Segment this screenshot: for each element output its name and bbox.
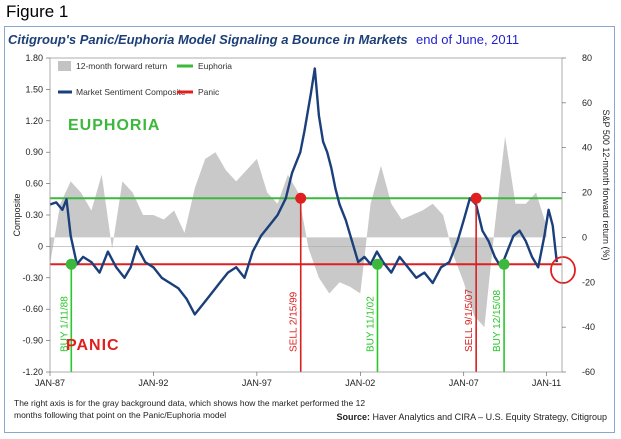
source-label: Source: [336,412,371,422]
legend-label-panic: Panic [198,87,220,97]
legend-label-sentiment: Market Sentiment Composite [76,87,186,97]
title-annotation: end of June, 2011 [416,32,520,47]
left-axis-title: Composite [12,193,22,236]
left-tick-label: 0 [38,241,43,251]
sentiment-line-layer [49,67,558,316]
signal-marker-buy [498,258,510,270]
legend-swatch-forward-return [58,61,71,71]
source-line: Source: Haver Analytics and CIRA – U.S. … [337,412,607,422]
euphoria-zone-label: EUPHORIA [68,117,160,134]
x-tick-label: JAN-87 [35,378,65,388]
signal-marker-buy [371,258,383,270]
chart-title-bar: Citigroup's Panic/Euphoria Model Signali… [6,30,612,50]
left-tick-label: 0.30 [25,210,43,220]
right-tick-label: 20 [582,188,592,198]
footnote: The right axis is for the gray backgroun… [14,398,366,420]
left-tick-label: -0.30 [22,273,43,283]
left-tick-label: 1.20 [25,116,43,126]
x-tick-label: JAN-92 [138,378,168,388]
chart-title: Citigroup's Panic/Euphoria Model Signali… [8,32,408,47]
signal-marker-buy [65,258,77,270]
chart-frame [4,26,615,433]
right-tick-label: 80 [582,53,592,63]
x-tick-label: JAN-07 [449,378,479,388]
signal-markers-layer: BUY 1/11/88 SELL 2/15/99 BUY 11/1/02 SELL 9… [59,192,576,372]
forward-return-area-layer [50,136,547,328]
left-tick-label: 0.60 [25,179,43,189]
signal-marker-sell [295,192,307,204]
x-tick-label: JAN-02 [345,378,375,388]
left-tick-label: 1.50 [25,84,43,94]
left-tick-label: 0.90 [25,147,43,157]
right-tick-label: -60 [582,367,595,377]
left-tick-label: -1.20 [22,367,43,377]
current-reading-highlight [550,256,576,284]
signal-label-buy: BUY 1/11/88 [59,296,70,352]
left-tick-label: 1.80 [25,53,43,63]
left-tick-label: -0.60 [22,304,43,314]
source-text: Haver Analytics and CIRA – U.S. Equity S… [372,412,607,422]
right-tick-label: 0 [582,232,587,242]
right-tick-label: 40 [582,143,592,153]
sentiment-line [49,67,558,316]
x-tick-label: JAN-11 [532,378,561,388]
figure-label: Figure 1 [6,2,69,21]
right-tick-label: 60 [582,98,592,108]
legend-label-forward-return: 12-month forward return [76,61,167,71]
axes-layer: 1.80 1.50 1.20 0.90 0.60 0.30 0 -0.30 -0.60 -0.90… [12,53,611,388]
right-tick-label: -40 [582,322,595,332]
legend-layer: 12-month forward return Market Sentiment … [58,61,232,97]
legend-label-euphoria: Euphoria [198,61,232,71]
left-tick-label: -0.90 [22,336,43,346]
right-axis-title: S&P 500 12-month forward return (%) [601,110,611,261]
forward-return-area [50,136,547,328]
signal-label-buy: BUY 12/15/08 [492,289,503,352]
signal-label-buy: BUY 11/1/02 [365,296,376,352]
signal-label-sell: SELL 9/1/5/07 [464,289,475,352]
panic-zone-label: PANIC [66,337,120,354]
signal-label-sell: SELL 2/15/99 [289,291,300,352]
x-tick-label: JAN-97 [242,378,272,388]
right-tick-label: -20 [582,277,595,287]
signal-marker-sell [470,192,482,204]
